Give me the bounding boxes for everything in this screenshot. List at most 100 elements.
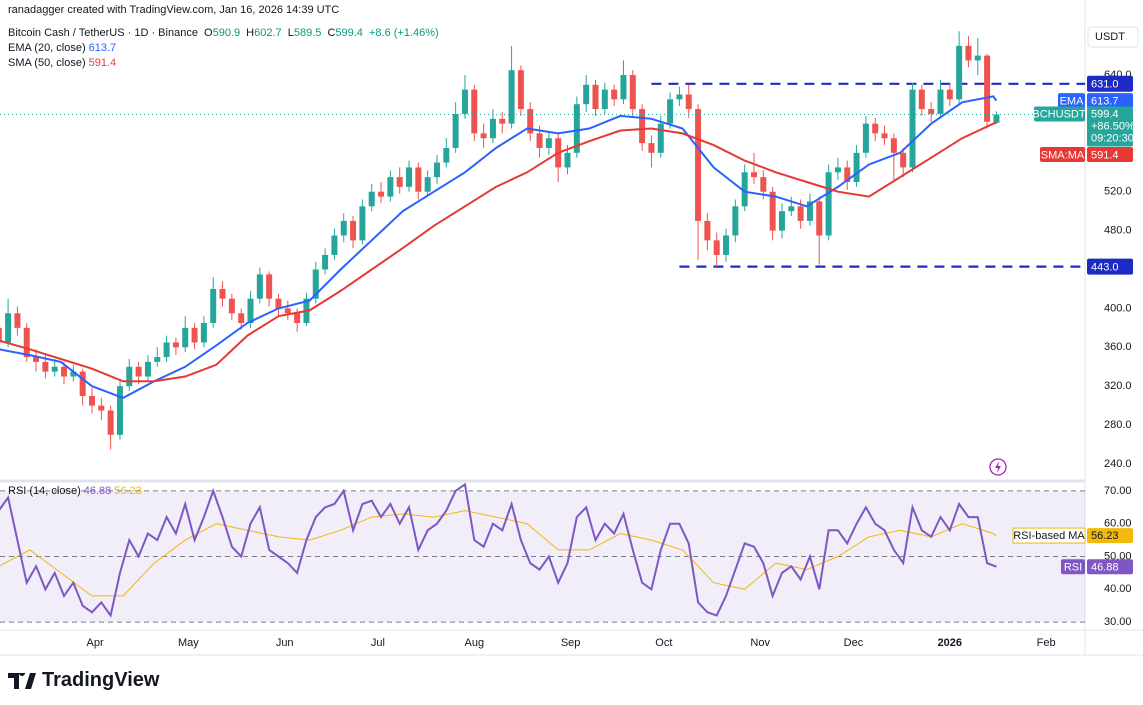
currency-box <box>1087 26 1139 48</box>
rsi-legend: RSI (14, close) 46.88 56.23 <box>8 485 145 497</box>
candle-body <box>984 55 991 122</box>
currency: USDT <box>1095 31 1125 43</box>
legend-name: EMA (20, close) <box>8 42 86 54</box>
ema-tag-box <box>1058 93 1085 109</box>
candle-body <box>816 201 823 236</box>
candle-body <box>359 206 366 241</box>
candle-body <box>70 371 77 377</box>
candle-body <box>210 288 217 323</box>
candle-body <box>424 177 431 192</box>
indicator-line <box>0 95 998 399</box>
price-change: +86.50% <box>1091 120 1135 132</box>
x-tick-label: Apr <box>87 637 104 649</box>
candle-body <box>396 177 403 187</box>
y-tick-label: 280.0 <box>1104 419 1132 431</box>
candle-body <box>107 410 114 435</box>
rsi-value: 46.88 <box>1091 562 1119 574</box>
x-tick-label: Nov <box>750 637 770 649</box>
candle-body <box>965 45 972 61</box>
y-tick-label: 360.0 <box>1104 341 1132 353</box>
y-tick-label: 400.0 <box>1104 302 1132 314</box>
brand-text: TradingView <box>42 669 160 691</box>
candle-body <box>135 366 142 377</box>
x-tick-label: Aug <box>464 637 484 649</box>
candle-body <box>247 298 254 323</box>
ema-legend: EMA (20, close) 613.7 <box>8 42 119 54</box>
x-tick-label: Oct <box>655 637 672 649</box>
ema-value: 613.7 <box>1091 96 1119 108</box>
candle-body <box>415 167 422 192</box>
candle-body <box>657 123 664 153</box>
x-tick-label: Jun <box>276 637 294 649</box>
x-tick-label: May <box>178 637 199 649</box>
candle-body <box>517 70 524 110</box>
candle-body <box>545 138 552 148</box>
attribution: ranadagger created with TradingView.com,… <box>8 4 342 16</box>
candle-body <box>182 327 189 348</box>
candle-body <box>378 191 385 197</box>
candle-body <box>806 201 813 221</box>
candle-body <box>834 167 841 173</box>
candle-body <box>368 191 375 207</box>
y-tick-label: 70.00 <box>1104 485 1132 497</box>
candle-body <box>629 75 636 110</box>
candle-body <box>284 308 291 314</box>
price-countdown: 09:20:30 <box>1091 132 1134 144</box>
brand: TradingView <box>8 669 159 692</box>
brand-logo <box>8 672 36 689</box>
candle-body <box>0 327 2 343</box>
candle-body <box>778 211 785 231</box>
candle-body <box>238 313 245 323</box>
candle-body <box>974 55 981 61</box>
candle-body <box>946 89 953 100</box>
candle-body <box>219 288 226 299</box>
legend-value: 591.4 <box>88 57 117 69</box>
x-tick-label: Jul <box>371 637 385 649</box>
candle-body <box>583 84 590 105</box>
candle-body <box>350 220 357 241</box>
candle-body <box>172 342 179 348</box>
symbol-legend: Bitcoin Cash / TetherUS · 1D · Binance O… <box>8 27 442 39</box>
candle-body <box>256 274 263 299</box>
candle-body <box>648 143 655 153</box>
alert-circle[interactable] <box>989 458 1007 476</box>
alert-icon[interactable] <box>989 458 1007 476</box>
alert-bolt[interactable] <box>995 461 1001 473</box>
candle-body <box>275 298 282 309</box>
candle-body <box>322 254 329 270</box>
candle-body <box>163 342 170 358</box>
candle-body <box>676 94 683 100</box>
candle-body <box>294 313 301 323</box>
attribution-text: ranadagger created with TradingView.com,… <box>8 4 340 16</box>
candle-body <box>862 123 869 153</box>
y-tick-label: 60.00 <box>1104 518 1132 530</box>
candle-body <box>266 274 273 299</box>
candle-body <box>191 327 198 343</box>
candle-body <box>788 206 795 212</box>
rsi-line <box>0 510 997 597</box>
candle-body <box>573 104 580 153</box>
rsi-ma-value: 56.23 <box>1091 530 1119 542</box>
candle-body <box>489 118 496 139</box>
candle-body <box>723 235 730 255</box>
rsi-tag: RSI <box>1064 562 1082 574</box>
ohlc-label: H <box>246 27 255 39</box>
candle-body <box>508 70 515 124</box>
candle-body <box>5 313 12 343</box>
candle-body <box>452 113 459 148</box>
candle-body <box>592 84 599 110</box>
candle-body <box>154 357 161 362</box>
candle-body <box>639 109 646 144</box>
candle-body <box>406 167 413 187</box>
candle-body <box>844 167 851 183</box>
candle-body <box>126 366 133 387</box>
ohlc-label: C <box>327 27 336 39</box>
candle-body <box>331 235 338 255</box>
candle-body <box>732 206 739 236</box>
candle-body <box>33 357 40 362</box>
legend-value: 56.23 <box>114 485 142 497</box>
candle-body <box>461 89 468 114</box>
ohlc-value: 590.9 <box>212 27 241 39</box>
candle-body <box>667 99 674 124</box>
